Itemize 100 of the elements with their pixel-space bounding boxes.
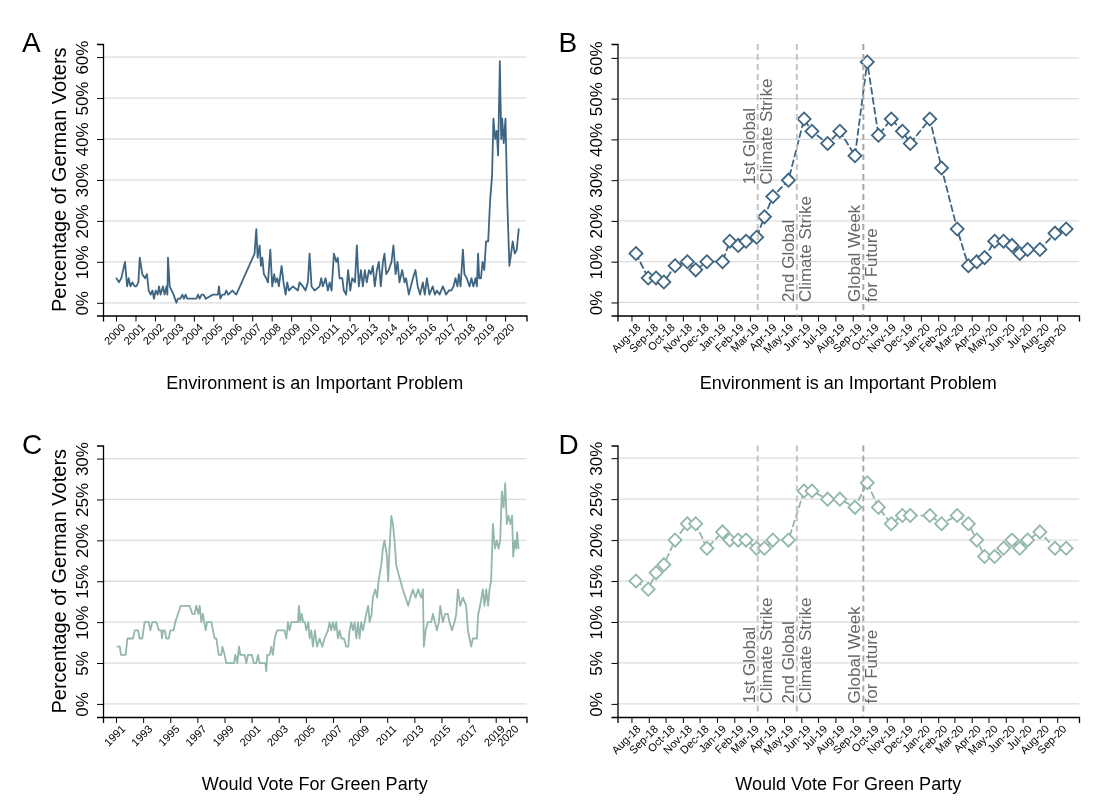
point [832, 491, 848, 507]
y-tick-label: 0% [587, 692, 607, 717]
y-tick-label: 50% [72, 81, 92, 116]
y-axis-title: Percentage of German Voters [48, 47, 70, 313]
chart-title: B [558, 27, 578, 58]
point [715, 254, 730, 270]
point [820, 491, 835, 507]
point [757, 209, 772, 225]
y-tick-label: 30% [587, 163, 607, 198]
y-tick-label: 10% [72, 245, 92, 280]
y-tick-label: 20% [72, 523, 92, 558]
point [1004, 237, 1020, 253]
line-series [116, 482, 520, 673]
point [1004, 532, 1020, 548]
chart-title: D [558, 428, 579, 460]
point [977, 250, 992, 266]
point [781, 172, 796, 188]
point [679, 254, 695, 270]
point [699, 254, 715, 270]
x-axis-title: Environment is an Important Problem [166, 372, 464, 393]
point [969, 532, 985, 548]
point [871, 499, 886, 515]
point [688, 516, 704, 532]
y-tick-label: 10% [72, 605, 92, 640]
point [987, 549, 1003, 564]
y-tick-label: 10% [587, 245, 607, 280]
y-tick-label: 10% [587, 605, 607, 640]
point [757, 540, 772, 556]
ref-line-label: 2nd Global Climate Strike [778, 196, 815, 302]
y-tick-label: 40% [72, 122, 92, 157]
point [1012, 540, 1028, 556]
chart-title: A [22, 27, 41, 58]
point [996, 540, 1011, 556]
point [804, 483, 820, 499]
point [648, 565, 664, 581]
point [781, 532, 796, 548]
point [628, 246, 644, 261]
point [804, 123, 820, 139]
point [883, 111, 899, 127]
point [1020, 242, 1036, 257]
point [1032, 524, 1048, 540]
point [667, 258, 683, 274]
y-tick-label: 20% [72, 204, 92, 239]
y-tick-label: 20% [587, 523, 607, 558]
point [895, 123, 910, 139]
point [765, 189, 781, 204]
point [1058, 540, 1074, 556]
point [667, 532, 683, 548]
point [934, 516, 949, 532]
y-tick-label: 30% [587, 441, 607, 476]
y-tick-label: 25% [72, 482, 92, 517]
x-axis-title: Would Vote For Green Party [735, 774, 962, 794]
y-axis-title: Percentage of German Voters [48, 448, 70, 714]
point [847, 148, 863, 164]
point [934, 160, 949, 176]
point [656, 557, 672, 573]
point [949, 508, 965, 523]
point [765, 532, 781, 548]
point [1047, 225, 1063, 241]
point [1020, 532, 1036, 548]
chart-title: C [22, 428, 43, 460]
y-tick-label: 5% [587, 651, 607, 676]
y-tick-label: 25% [587, 482, 607, 517]
point [883, 516, 899, 532]
ref-line-label: Global Week for Future [845, 204, 882, 302]
point [715, 524, 730, 540]
point [871, 127, 886, 143]
x-axis-title: Environment is an Important Problem [699, 372, 997, 393]
y-tick-label: 60% [587, 41, 607, 76]
point [960, 516, 976, 532]
point [1047, 540, 1063, 556]
y-tick-label: 30% [72, 442, 92, 477]
point [922, 111, 938, 127]
y-tick-label: 0% [72, 291, 92, 316]
y-tick-label: 20% [587, 204, 607, 239]
y-tick-label: 40% [587, 122, 607, 157]
point [847, 499, 863, 515]
x-axis-title: Would Vote For Green Party [201, 774, 428, 794]
point [656, 274, 672, 290]
point [699, 540, 715, 556]
point [820, 136, 835, 151]
point [628, 573, 644, 589]
point [640, 581, 656, 597]
point [1058, 221, 1074, 237]
y-tick-label: 50% [587, 82, 607, 117]
point [1032, 242, 1048, 257]
ref-line-label: 1st Global Climate Strike [739, 597, 776, 704]
point [688, 262, 704, 278]
point [859, 54, 875, 70]
point [902, 508, 918, 523]
point [859, 475, 875, 491]
point [738, 532, 754, 548]
ref-line-label: 2nd Global Climate Strike [778, 597, 815, 704]
point [922, 508, 938, 523]
point [902, 136, 918, 151]
point [738, 233, 754, 249]
y-tick-label: 15% [587, 564, 607, 599]
line-series [115, 60, 520, 304]
y-tick-label: 15% [72, 564, 92, 599]
y-tick-label: 60% [72, 40, 92, 75]
